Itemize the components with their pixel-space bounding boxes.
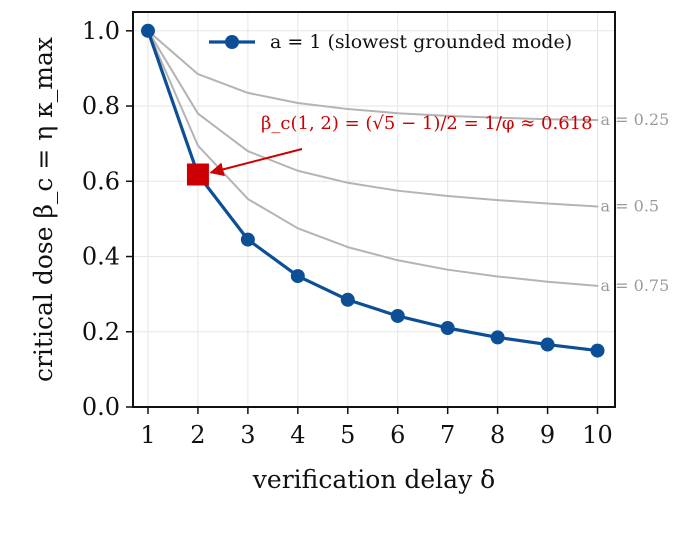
main-series-line: [146, 29, 600, 353]
x-tick-label: 7: [440, 421, 455, 449]
y-tick-label: 1.0: [82, 17, 120, 45]
x-axis-title: verification delay δ: [252, 465, 495, 494]
annotation-label: β_c(1, 2) = (√5 − 1)/2 = 1/φ ≈ 0.618: [261, 113, 593, 134]
legend-marker: [225, 35, 239, 49]
highlight-marker: [186, 163, 209, 186]
curve-label: a = 0.75: [601, 276, 670, 295]
reference-series-line: [146, 29, 599, 287]
x-tick-label: 4: [290, 421, 305, 449]
series-3: [146, 29, 599, 287]
x-tick-label: 2: [190, 421, 205, 449]
highlight-group: [186, 163, 209, 186]
legend-label: a = 1 (slowest grounded mode): [270, 31, 572, 53]
data-point: [540, 337, 555, 352]
series-0: [140, 23, 605, 358]
y-tick-label: 0.8: [82, 92, 120, 120]
data-point: [290, 269, 305, 284]
x-tick-label: 3: [240, 421, 255, 449]
series-2: [146, 29, 599, 208]
data-point: [390, 308, 405, 323]
y-tick-label: 0.2: [82, 318, 120, 346]
data-point: [440, 321, 455, 335]
x-tick-label: 10: [582, 421, 613, 449]
annotation-arrow: [209, 148, 303, 177]
data-point: [140, 23, 155, 38]
x-tick-label: 5: [340, 421, 355, 449]
reference-series-line: [146, 29, 599, 121]
annotation-group: a = 0.25 a = 0.5 a = 0.75 β_c(1, 2) = (√5 −…: [209, 110, 670, 295]
x-tick-label: 9: [540, 421, 555, 449]
plot-frame: [132, 11, 616, 408]
data-point: [590, 343, 605, 358]
data-point: [340, 292, 355, 307]
series-1: [146, 29, 599, 121]
y-tick-label: 0.6: [82, 167, 120, 195]
axes-group: 1 2 3 4 5 6 7 8 9 10 0.0 0.2 0.4 0.6 0.8 1.0 verificatio…: [29, 11, 616, 494]
curve-label: a = 0.5: [601, 196, 660, 215]
curve-label: a = 0.25: [601, 110, 670, 129]
y-axis-title: critical dose β_c = η κ_max: [29, 37, 58, 382]
x-tick-label: 6: [390, 421, 405, 449]
legend: a = 1 (slowest grounded mode): [209, 31, 572, 53]
y-tick-label: 0.4: [82, 243, 120, 271]
reference-series-line: [146, 29, 599, 208]
data-point: [240, 232, 255, 247]
data-point: [490, 330, 505, 345]
x-tick-label: 8: [490, 421, 505, 449]
y-tick-label: 0.0: [82, 393, 120, 421]
x-tick-label: 1: [140, 421, 155, 449]
series-group: [140, 23, 605, 358]
